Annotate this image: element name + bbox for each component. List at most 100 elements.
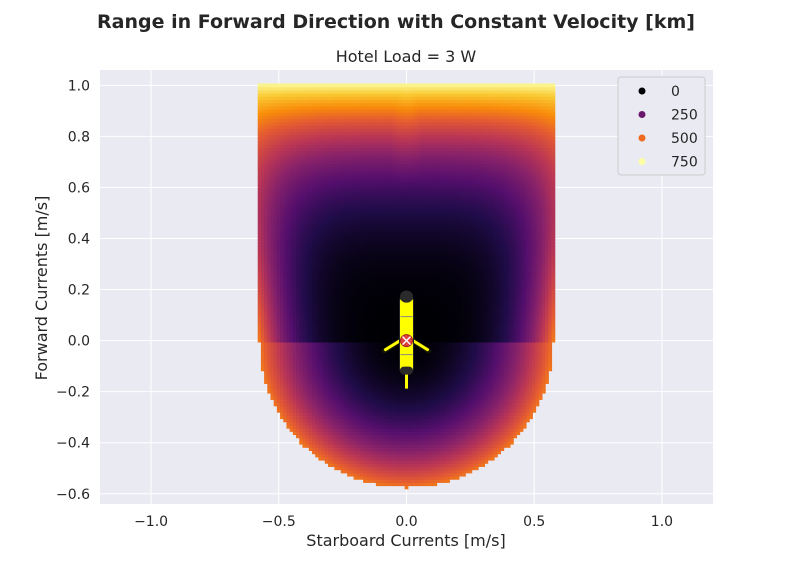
heatmap-cell: [487, 444, 492, 448]
heatmap-cell: [337, 380, 342, 384]
heatmap-cell: [458, 463, 463, 467]
heatmap-cell: [315, 428, 320, 432]
heatmap-cell: [458, 459, 463, 464]
heatmap-cell: [490, 380, 495, 384]
heatmap-cell: [350, 329, 355, 333]
heatmap-cell: [401, 377, 406, 381]
heatmap-cell: [315, 348, 320, 353]
heatmap-cell: [433, 447, 438, 452]
heatmap-cell: [519, 313, 524, 317]
heatmap-cell: [465, 402, 470, 407]
heatmap-cell: [388, 447, 393, 452]
heatmap-cell: [538, 348, 543, 353]
heatmap-cell: [302, 354, 307, 359]
heatmap-cell: [481, 412, 486, 416]
heatmap-cell: [347, 469, 351, 474]
heatmap-cell: [478, 444, 482, 448]
heatmap-cell: [267, 383, 272, 388]
heatmap-cell: [500, 364, 505, 369]
heatmap-cell: [452, 405, 457, 410]
heatmap-cell: [382, 345, 387, 349]
heatmap-cell: [343, 338, 348, 343]
heatmap-cell: [369, 412, 374, 416]
heatmap-cell: [474, 361, 479, 365]
heatmap-cell: [423, 415, 428, 420]
heatmap-cell: [337, 389, 342, 394]
heatmap-cell: [525, 373, 530, 378]
heatmap-cell: [522, 380, 527, 384]
heatmap-cell: [305, 341, 310, 346]
heatmap-cell: [468, 306, 473, 311]
heatmap-cell: [369, 389, 374, 394]
heatmap-cell: [500, 367, 505, 372]
heatmap-cell: [334, 364, 339, 369]
heatmap-cell: [442, 405, 447, 410]
heatmap-cell: [350, 364, 355, 369]
heatmap-cell: [481, 463, 486, 467]
heatmap-cell: [315, 332, 320, 337]
heatmap-cell: [455, 309, 460, 314]
heatmap-cell: [299, 361, 304, 365]
heatmap-cell: [455, 399, 460, 404]
heatmap-cell: [538, 383, 543, 388]
heatmap-cell: [299, 383, 304, 388]
heatmap-cell: [471, 402, 476, 407]
heatmap-cell: [401, 453, 406, 458]
heatmap-cell: [347, 319, 351, 324]
heatmap-cell: [430, 386, 434, 391]
heatmap-cell: [359, 325, 364, 330]
heatmap-cell: [343, 459, 348, 464]
heatmap-cell: [497, 319, 501, 324]
heatmap-cell: [315, 345, 320, 349]
heatmap-cell: [545, 322, 549, 327]
heatmap-cell: [529, 364, 533, 369]
heatmap-cell: [506, 309, 511, 314]
heatmap-cell: [264, 373, 268, 378]
heatmap-cell: [481, 431, 486, 436]
heatmap-cell: [541, 389, 546, 394]
heatmap-cell: [426, 405, 431, 410]
heatmap-cell: [299, 408, 304, 413]
heatmap-cell: [347, 377, 351, 381]
heatmap-cell: [324, 421, 329, 426]
heatmap-cell: [289, 367, 294, 372]
heatmap-cell: [414, 444, 418, 448]
heatmap-cell: [353, 396, 358, 400]
heatmap-cell: [312, 303, 316, 308]
heatmap-cell: [270, 303, 275, 308]
heatmap-cell: [439, 479, 444, 483]
heatmap-cell: [513, 329, 517, 333]
heatmap-cell: [395, 479, 399, 483]
heatmap-cell: [334, 306, 339, 311]
heatmap-cell: [493, 380, 498, 384]
heatmap-cell: [442, 303, 447, 308]
heatmap-cell: [289, 361, 294, 365]
heatmap-cell: [337, 329, 342, 333]
heatmap-cell: [375, 354, 380, 359]
heatmap-cell: [395, 459, 399, 464]
heatmap-cell: [490, 361, 495, 365]
heatmap-cell: [446, 399, 450, 404]
heatmap-cell: [493, 306, 498, 311]
heatmap-cell: [267, 380, 272, 384]
heatmap-cell: [337, 338, 342, 343]
heatmap-cell: [366, 440, 371, 445]
heatmap-cell: [260, 309, 265, 314]
heatmap-cell: [372, 440, 377, 445]
heatmap-cell: [449, 437, 454, 442]
heatmap-cell: [347, 386, 351, 391]
heatmap-cell: [452, 469, 457, 474]
heatmap-cell: [465, 313, 470, 317]
heatmap-cell: [359, 424, 364, 429]
heatmap-cell: [442, 373, 447, 378]
heatmap-cell: [356, 408, 361, 413]
heatmap-cell: [462, 472, 466, 477]
heatmap-cell: [391, 399, 396, 404]
heatmap-cell: [436, 345, 441, 349]
heatmap-cell: [388, 348, 393, 353]
heatmap-cell: [331, 399, 335, 404]
heatmap-cell: [312, 354, 316, 359]
heatmap-cell: [327, 361, 332, 365]
heatmap-cell: [436, 424, 441, 429]
